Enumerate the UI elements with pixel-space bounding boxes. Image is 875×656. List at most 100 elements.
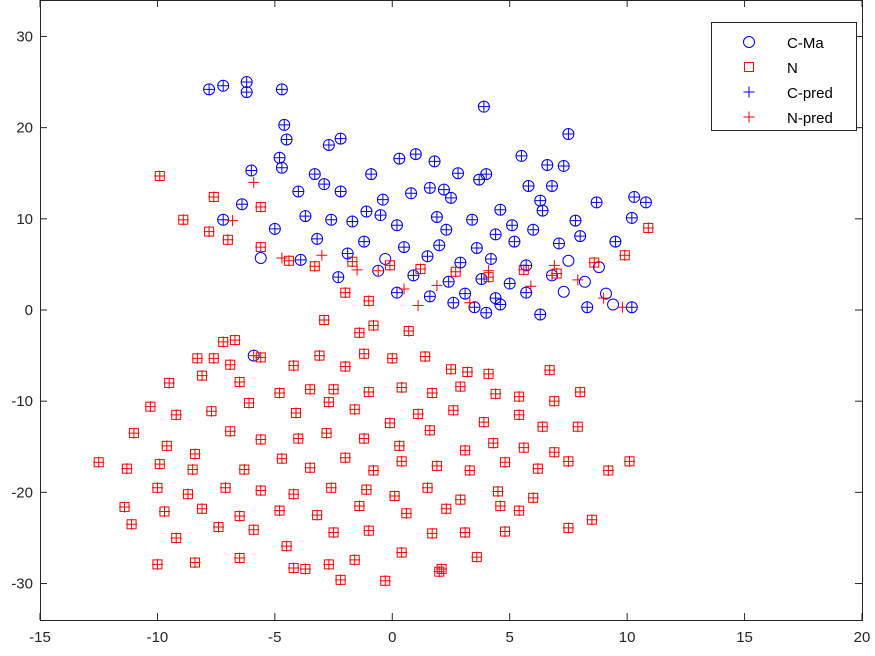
data-point-n-pred xyxy=(187,464,199,476)
data-point-n-pred xyxy=(304,462,316,474)
data-point-n-pred xyxy=(450,266,462,278)
data-point-n-pred xyxy=(208,191,220,203)
y-tick-label: 30 xyxy=(16,28,33,45)
data-point-n-pred xyxy=(487,437,499,449)
data-point-c-pred xyxy=(541,159,553,171)
data-point-n-pred xyxy=(483,368,495,380)
data-point-c-pred xyxy=(480,168,492,180)
legend-label-c-ma: C-Ma xyxy=(787,35,824,52)
data-point-n-pred xyxy=(389,490,401,502)
data-point-n-pred xyxy=(229,334,241,346)
data-point-n-pred xyxy=(346,256,358,268)
data-point-n-pred xyxy=(351,264,363,276)
data-point-n-pred xyxy=(243,397,255,409)
data-point-n-pred xyxy=(363,386,375,398)
data-point-n-pred xyxy=(414,263,426,275)
data-point-n-pred xyxy=(163,377,175,389)
data-point-c-pred xyxy=(459,288,471,300)
data-point-n-pred xyxy=(212,521,224,533)
data-point-n-pred xyxy=(281,540,293,552)
data-point-n-pred xyxy=(203,226,215,238)
legend-marker-c-pred xyxy=(743,86,755,98)
data-point-c-pred xyxy=(537,205,549,217)
data-point-n-pred xyxy=(349,403,361,415)
data-point-c-pred xyxy=(431,211,443,223)
data-point-c-pred xyxy=(471,242,483,254)
data-point-n-pred xyxy=(196,503,208,515)
data-point-n-pred xyxy=(220,482,232,494)
data-point-c-pred xyxy=(203,83,215,95)
data-point-c-pred xyxy=(628,191,640,203)
data-point-c-pred xyxy=(241,86,253,98)
series-n-pred xyxy=(93,170,654,587)
data-point-n-pred xyxy=(189,557,201,569)
data-point-n-pred xyxy=(154,458,166,470)
data-point-c-pred xyxy=(325,214,337,226)
legend-label-n: N xyxy=(787,60,798,77)
data-point-n-pred xyxy=(328,526,340,538)
x-tick-label: -10 xyxy=(147,629,169,646)
data-point-c-pred xyxy=(292,185,304,197)
data-point-n-pred xyxy=(471,551,483,563)
data-point-c-pred xyxy=(534,309,546,321)
data-point-n-pred xyxy=(478,416,490,428)
data-point-c-pred xyxy=(391,287,403,299)
data-point-c-pred xyxy=(515,150,527,162)
data-point-n-pred xyxy=(548,259,560,271)
data-point-c-pred xyxy=(375,209,387,221)
data-point-c-pred xyxy=(358,236,370,248)
data-point-n-pred xyxy=(321,427,333,439)
data-point-n-pred xyxy=(527,492,539,504)
data-point-n-pred xyxy=(328,383,340,395)
legend-markers xyxy=(743,36,755,123)
data-point-n-pred xyxy=(182,488,194,500)
data-point-n-pred xyxy=(445,363,457,375)
data-point-n-pred xyxy=(518,264,530,276)
y-tick-label: 10 xyxy=(16,211,33,228)
data-point-c-pred xyxy=(520,259,532,271)
data-point-n-pred xyxy=(412,408,424,420)
data-point-n-pred xyxy=(360,484,372,496)
x-tick-label: -15 xyxy=(29,629,51,646)
data-point-n-pred xyxy=(588,257,600,269)
data-point-c-pred xyxy=(504,278,516,290)
data-point-n-pred xyxy=(461,366,473,378)
data-point-c-pred xyxy=(311,233,323,245)
data-point-n-pred xyxy=(170,409,182,421)
data-point-n-pred xyxy=(619,249,631,261)
data-point-c-pred xyxy=(269,223,281,235)
data-point-c-pred xyxy=(562,128,574,140)
data-point-c-pred xyxy=(241,76,253,88)
data-point-n-pred xyxy=(339,452,351,464)
data-point-c-pred xyxy=(494,299,506,311)
data-point-n-pred xyxy=(196,370,208,382)
data-point-n-pred xyxy=(464,297,476,309)
data-point-n-pred xyxy=(396,547,408,559)
legend: C-Ma N C-pred N-pred xyxy=(711,22,857,131)
data-point-n-pred xyxy=(316,249,328,261)
data-point-c-pred xyxy=(581,301,593,313)
data-point-n-pred xyxy=(426,527,438,539)
data-point-n-pred xyxy=(335,574,347,586)
data-point-n-pred xyxy=(119,501,131,513)
data-point-n-pred xyxy=(447,404,459,416)
data-point-n-pred xyxy=(403,325,415,337)
data-point-c-pred xyxy=(574,230,586,242)
data-point-n-pred xyxy=(518,442,530,454)
data-point-c-pred xyxy=(398,241,410,253)
data-point-c-pred xyxy=(429,155,441,167)
data-point-c-pred xyxy=(626,301,638,313)
data-point-n-pred xyxy=(238,464,250,476)
data-point-n-pred xyxy=(161,440,173,452)
data-point-n-pred xyxy=(283,255,295,267)
tick-layer: -15 -10 -5 0 5 10 15 20 -30 -20 -10 0 10 20 30 xyxy=(11,0,870,646)
data-point-n-pred xyxy=(255,351,267,363)
data-point-n-pred xyxy=(222,234,234,246)
x-tick-label: 5 xyxy=(506,629,514,646)
data-point-n-pred xyxy=(325,482,337,494)
data-point-n-pred xyxy=(562,522,574,534)
data-point-c-pred xyxy=(424,290,436,302)
data-point-n-pred xyxy=(436,563,448,575)
data-point-n-pred xyxy=(422,482,434,494)
